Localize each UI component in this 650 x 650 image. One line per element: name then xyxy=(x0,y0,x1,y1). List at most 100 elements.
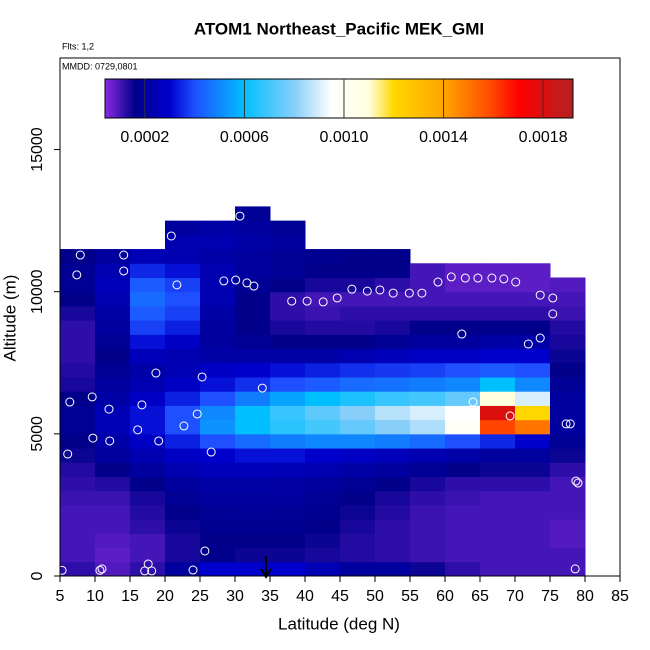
cell xyxy=(410,405,446,421)
cell xyxy=(130,376,166,392)
flight-point xyxy=(302,296,312,306)
cell xyxy=(130,305,166,321)
cell xyxy=(95,490,131,506)
cell xyxy=(305,362,341,378)
cell xyxy=(515,391,551,406)
flight-point xyxy=(200,546,210,556)
cell xyxy=(375,334,411,350)
cell xyxy=(375,391,411,406)
flight-point xyxy=(388,288,398,298)
flight-point xyxy=(318,297,328,307)
cell xyxy=(305,490,341,506)
flight-point xyxy=(287,296,297,306)
flight-point xyxy=(179,421,189,431)
cell xyxy=(95,405,131,421)
flight-point xyxy=(133,425,143,435)
cell xyxy=(165,547,201,563)
flight-point xyxy=(166,231,176,241)
cell xyxy=(200,561,236,577)
cell xyxy=(130,519,166,534)
x-tick-label: 5 xyxy=(56,588,65,605)
cell xyxy=(200,220,236,236)
flight-point xyxy=(404,288,414,298)
chart-title: ATOM1 Northeast_Pacific MEK_GMI xyxy=(194,19,484,38)
cell xyxy=(95,433,131,449)
y-tick-label: 15000 xyxy=(29,127,46,172)
cell xyxy=(130,448,166,463)
cell xyxy=(445,263,481,278)
cell xyxy=(305,504,341,520)
cell xyxy=(550,334,586,350)
cell xyxy=(200,320,236,335)
cell xyxy=(95,249,131,264)
cell xyxy=(305,263,341,278)
cell xyxy=(95,320,131,335)
cell xyxy=(235,263,271,278)
cell xyxy=(480,305,516,321)
cell xyxy=(305,320,341,335)
cell xyxy=(375,320,411,335)
cell xyxy=(410,476,446,492)
cell xyxy=(235,249,271,264)
cell xyxy=(515,533,551,549)
cell xyxy=(410,448,446,463)
cell xyxy=(410,305,446,321)
cell xyxy=(375,561,411,577)
cell xyxy=(305,249,341,264)
cell xyxy=(550,462,586,477)
cell xyxy=(60,376,96,392)
flight-point xyxy=(217,211,227,221)
cell xyxy=(270,362,306,378)
cell xyxy=(200,391,236,406)
cell xyxy=(95,362,131,378)
cell xyxy=(305,462,341,477)
cell xyxy=(515,448,551,463)
cell xyxy=(165,561,201,577)
cell xyxy=(200,462,236,477)
cell xyxy=(480,277,516,293)
cell xyxy=(445,433,481,449)
cell xyxy=(480,320,516,335)
flight-point xyxy=(235,211,245,221)
cell xyxy=(165,220,201,236)
cell xyxy=(200,448,236,463)
cell xyxy=(200,277,236,293)
cell xyxy=(95,348,131,364)
cell xyxy=(60,561,96,577)
flight-point xyxy=(571,476,581,486)
cell xyxy=(270,419,306,435)
flight-point xyxy=(97,564,107,574)
x-tick-label: 10 xyxy=(86,588,104,605)
x-tick-label: 75 xyxy=(541,588,559,605)
flight-point xyxy=(499,274,509,284)
cell xyxy=(270,305,306,321)
cell xyxy=(515,504,551,520)
cell xyxy=(480,462,516,477)
cell xyxy=(165,533,201,549)
cell xyxy=(200,419,236,435)
cell xyxy=(515,547,551,563)
cell xyxy=(270,433,306,449)
cell xyxy=(445,504,481,520)
flight-point xyxy=(95,565,105,575)
cell xyxy=(410,433,446,449)
cell xyxy=(165,334,201,350)
cell xyxy=(305,476,341,492)
flight-point xyxy=(362,286,372,296)
cell xyxy=(130,419,166,435)
cell xyxy=(95,305,131,321)
cell xyxy=(550,277,586,293)
cell xyxy=(165,320,201,335)
colorbar xyxy=(104,78,574,119)
x-tick-label: 55 xyxy=(401,588,419,605)
cell xyxy=(305,277,341,293)
flight-point xyxy=(72,270,82,280)
flight-point xyxy=(65,397,75,407)
flight-point xyxy=(535,333,545,343)
cell xyxy=(410,362,446,378)
flight-point xyxy=(88,433,98,443)
cell xyxy=(60,362,96,378)
cell xyxy=(200,362,236,378)
y-tick-label: 10000 xyxy=(29,269,46,314)
